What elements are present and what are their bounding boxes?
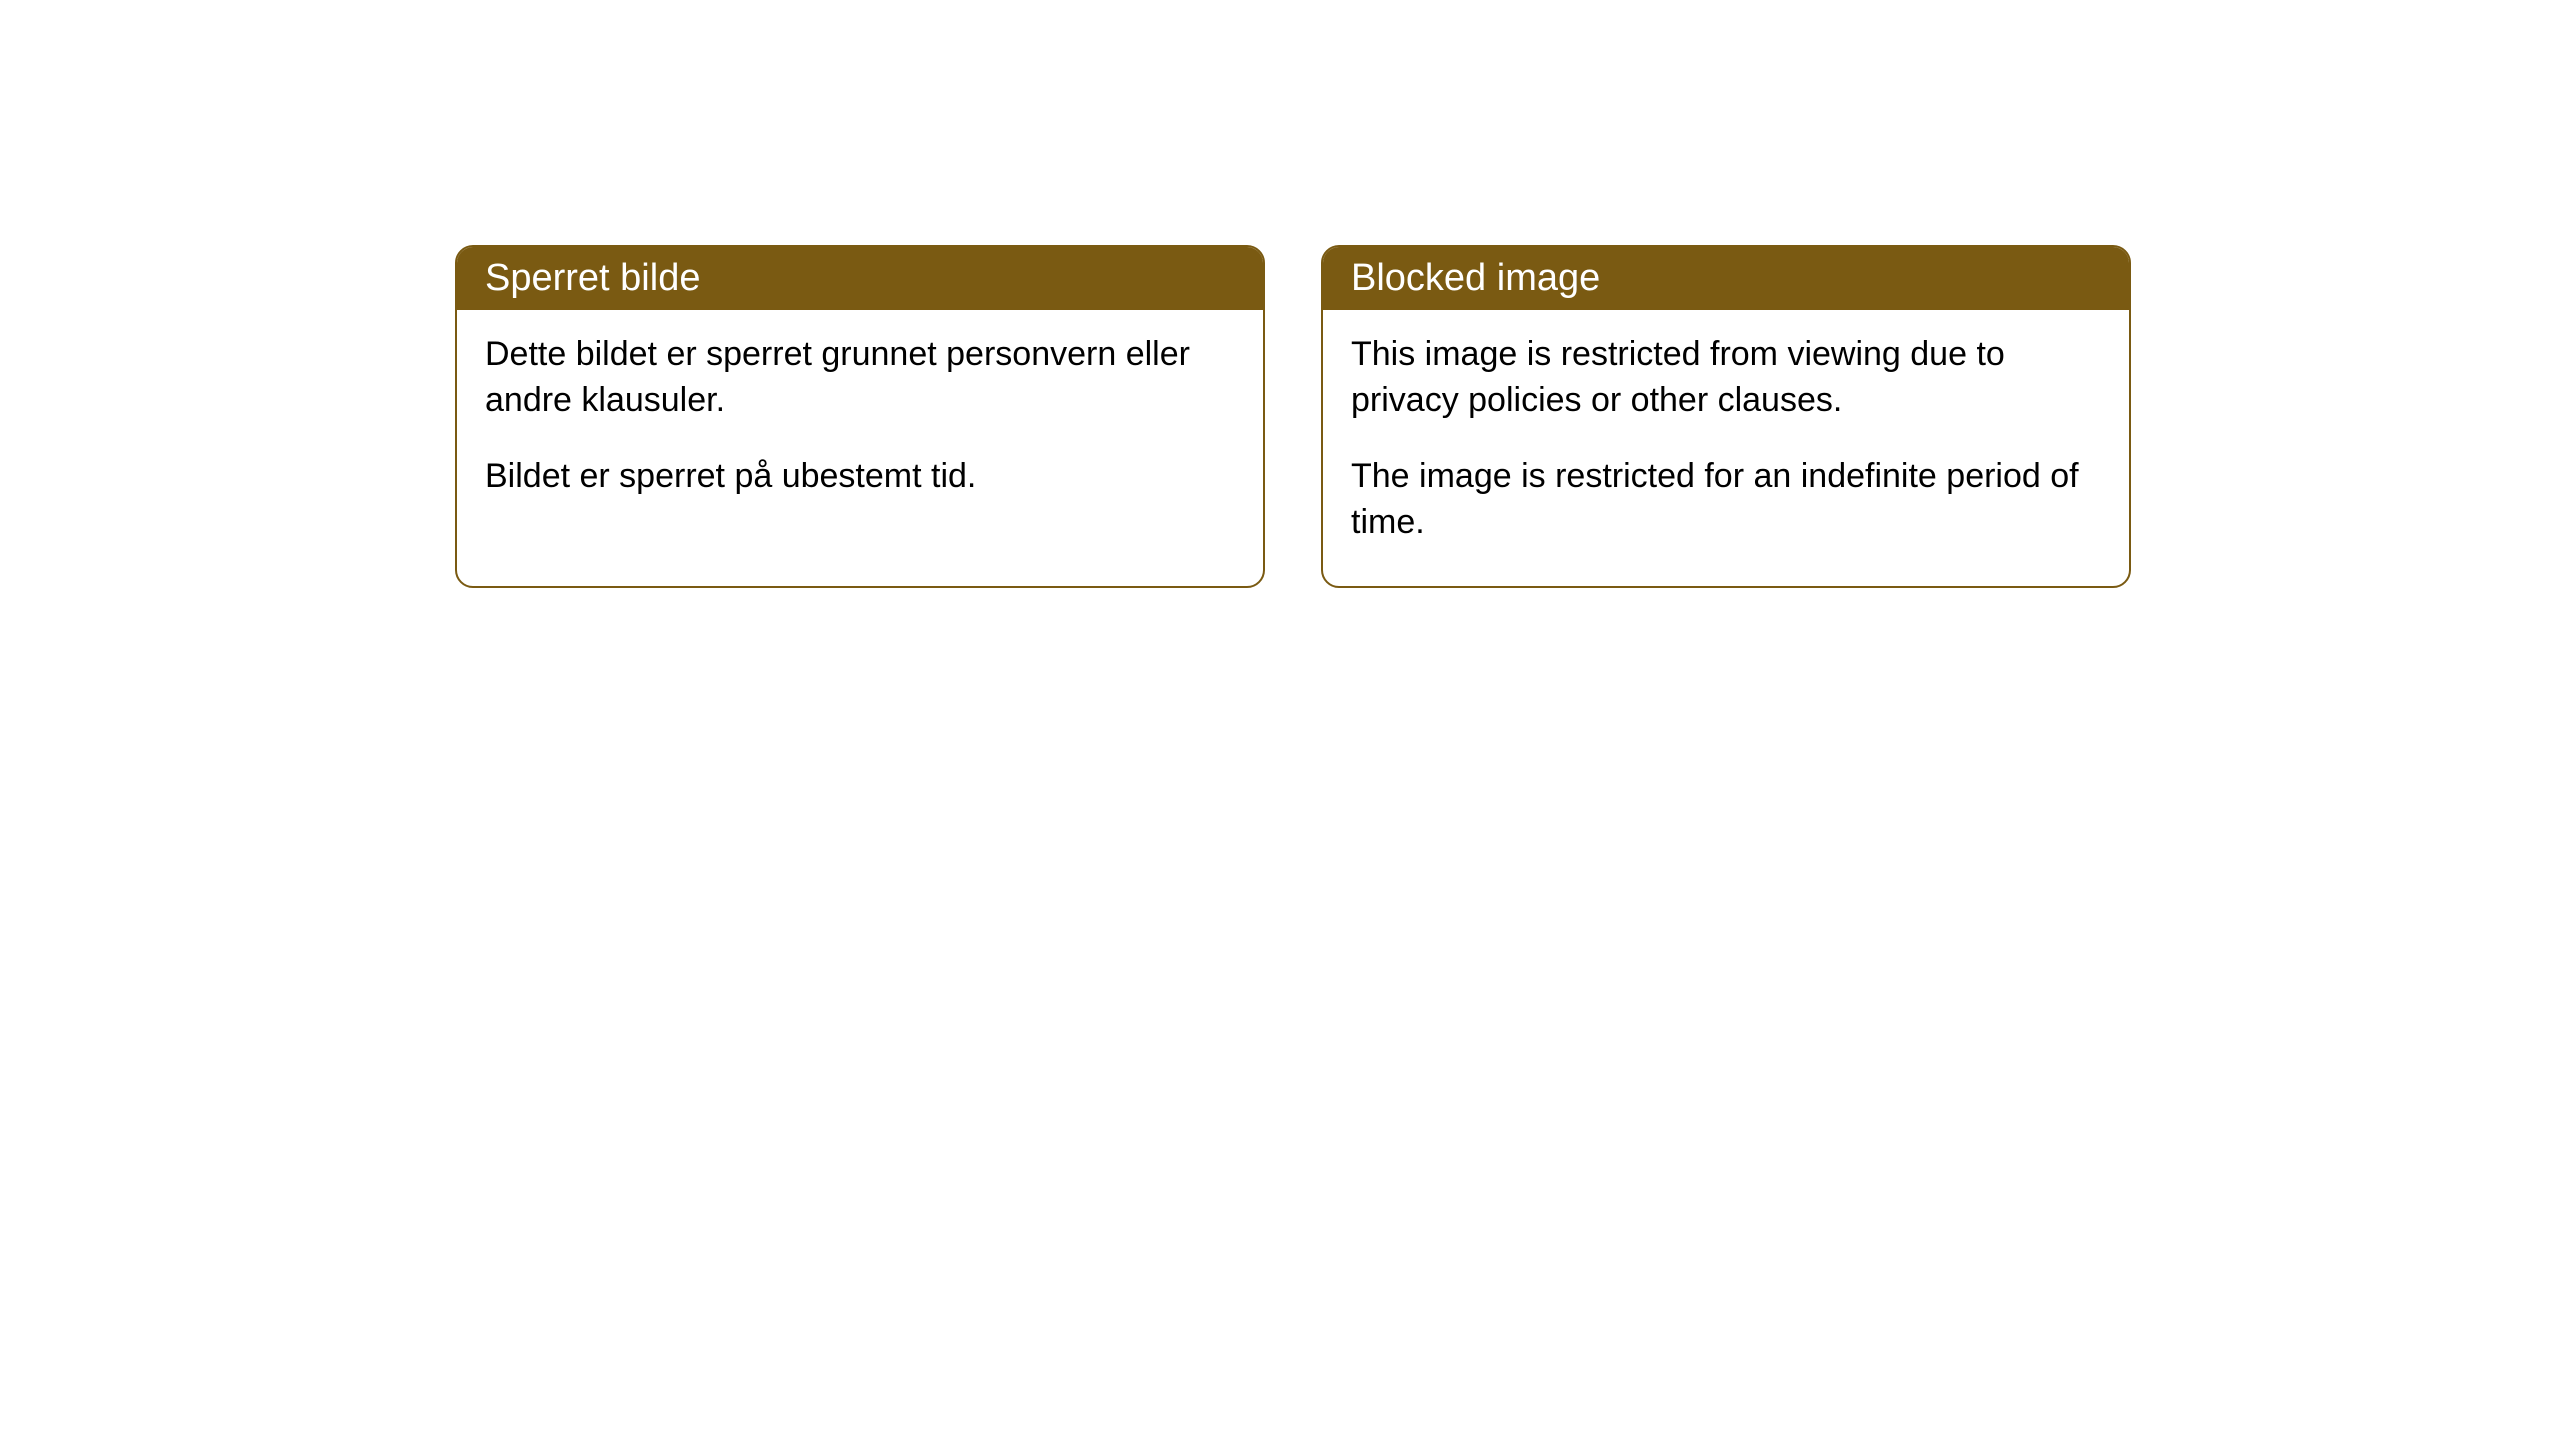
card-body: This image is restricted from viewing du… [1323, 310, 2129, 586]
card-title: Sperret bilde [485, 257, 700, 299]
card-paragraph-2: Bildet er sperret på ubestemt tid. [485, 454, 1235, 500]
card-paragraph-2: The image is restricted for an indefinit… [1351, 454, 2101, 546]
card-header: Sperret bilde [457, 247, 1263, 310]
notice-card-english: Blocked image This image is restricted f… [1321, 245, 2131, 588]
card-paragraph-1: Dette bildet er sperret grunnet personve… [485, 332, 1235, 424]
card-paragraph-1: This image is restricted from viewing du… [1351, 332, 2101, 424]
notice-card-norwegian: Sperret bilde Dette bildet er sperret gr… [455, 245, 1265, 588]
notice-cards-container: Sperret bilde Dette bildet er sperret gr… [455, 245, 2131, 588]
card-body: Dette bildet er sperret grunnet personve… [457, 310, 1263, 540]
card-title: Blocked image [1351, 257, 1600, 299]
card-header: Blocked image [1323, 247, 2129, 310]
